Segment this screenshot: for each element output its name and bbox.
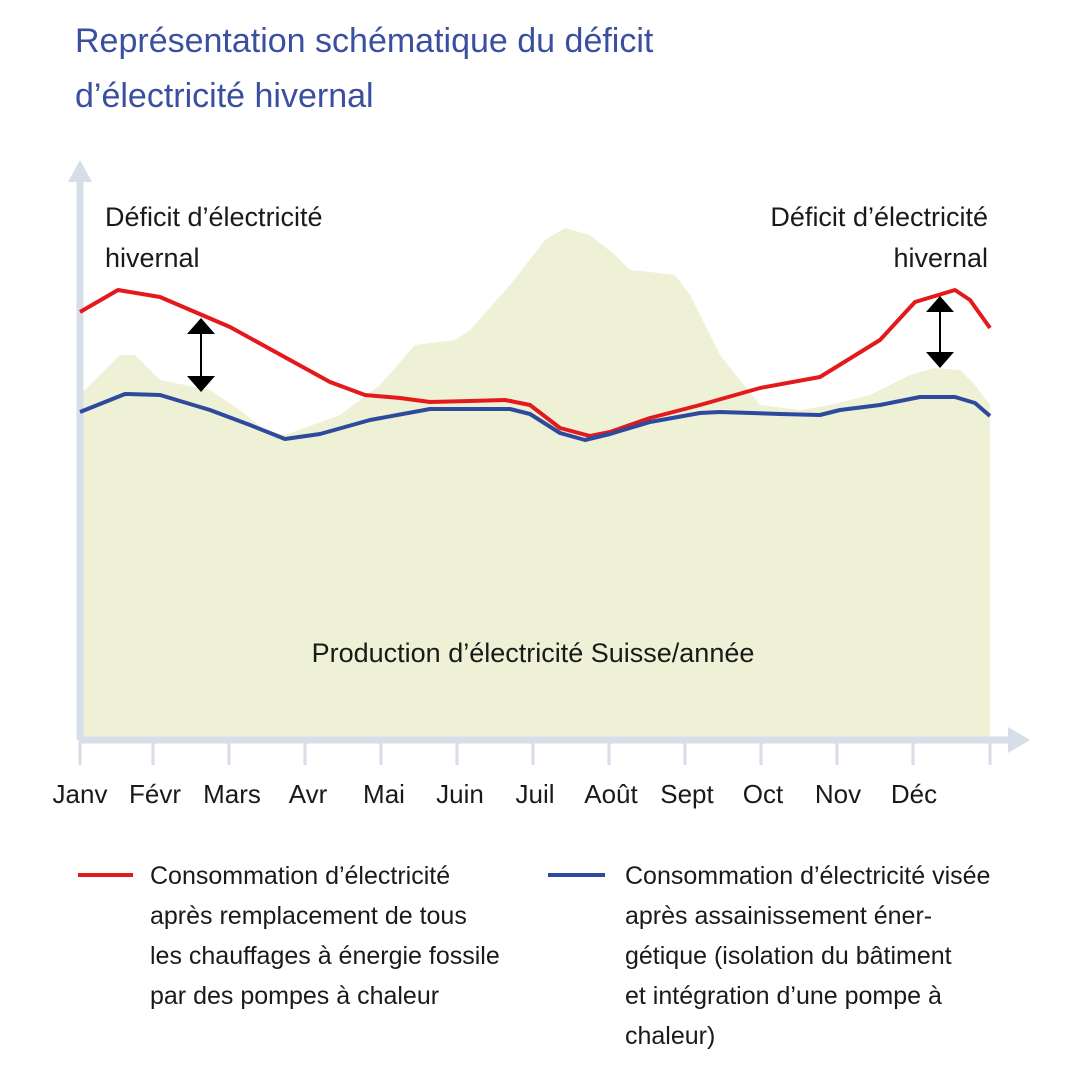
area-label: Production d’électricité Suisse/année [312,638,755,668]
y-axis-arrow [68,160,92,182]
month-label: Févr [129,779,181,809]
title-line: d’électricité hivernal [75,77,374,115]
legend-text: après assainissement éner- [625,902,932,930]
annotation: Déficit d’électricité [105,202,323,232]
legend-text: Consommation d’électricité visée [625,862,990,890]
month-label: Avr [289,779,328,809]
legend: Consommation d’électricité après remplace… [150,862,990,1050]
month-label: Juil [515,779,554,809]
month-label: Mai [363,779,405,809]
month-label: Août [584,779,638,809]
legend-text: Consommation d’électricité [150,862,450,890]
axes [68,160,1030,765]
month-labels: Janv Févr Mars Avr Mai Juin Juil Août Sept Oct Nov… [53,779,938,809]
title-line: Représentation schématique du déficit [75,22,654,60]
deficit-arrow [187,318,215,392]
deficit-arrow [926,296,954,368]
month-label: Sept [660,779,714,809]
annotation: Déficit d’électricité [770,202,988,232]
legend-text: les chauffages à énergie fossile [150,942,500,970]
red-line [78,288,992,438]
legend-text: gétique (isolation du bâtiment [625,942,952,970]
month-label: Juin [436,779,484,809]
month-label: Nov [815,779,861,809]
month-label: Oct [743,779,784,809]
x-axis-arrow [1008,727,1030,753]
month-label: Janv [53,779,108,809]
legend-text: par des pompes à chaleur [150,982,439,1010]
legend-text: et intégration d’une pompe à [625,982,942,1010]
legend-text: après remplacement de tous [150,902,467,930]
blue-line [79,392,992,442]
month-label: Déc [891,779,937,809]
legend-text: chaleur) [625,1022,715,1050]
annotation: hivernal [105,243,200,273]
production-area [80,228,990,740]
x-ticks [78,740,992,765]
month-label: Mars [203,779,261,809]
annotation: hivernal [893,243,988,273]
